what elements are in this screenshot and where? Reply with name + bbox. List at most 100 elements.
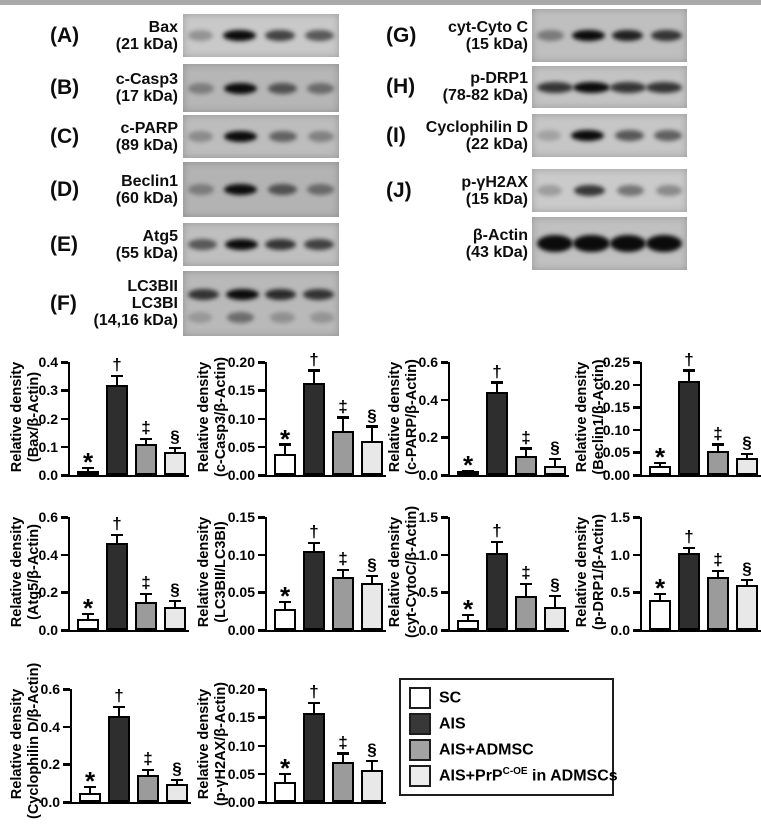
y-tick-label: 1.5: [610, 509, 630, 525]
bar-sc: [274, 454, 296, 475]
band-row: [188, 82, 334, 94]
significance-asterisk: *: [279, 580, 291, 611]
error-bar-cap: [520, 447, 532, 450]
error-bar-cap: [741, 578, 753, 582]
error-bar-cap: [366, 425, 378, 428]
error-bar: [88, 787, 92, 793]
error-bar-cap: [140, 437, 152, 440]
blot-label-h: p-DRP1 (78-82 kDa): [424, 70, 528, 104]
error-bar-cap: [462, 613, 474, 616]
band-row: [188, 312, 334, 324]
y-tick-mark: [61, 389, 68, 392]
panel-letter-g: (G): [386, 23, 417, 47]
blot-label-line: (15 kDa): [465, 35, 528, 53]
error-bar-cap: [654, 461, 666, 464]
blot-label-j: p-γH2AX (15 kDa): [424, 174, 528, 208]
blot-label-line: cyt-Cyto C: [447, 18, 528, 36]
blot-label-line: p-γH2AX: [461, 173, 528, 191]
protein-band: [224, 239, 258, 250]
y-tick-label: 0.2: [38, 410, 58, 427]
legend-item-ais-prpc-oe: AIS+PrPC-OE in ADMSCs: [409, 765, 618, 787]
error-bar: [370, 427, 374, 442]
error-bar-cap: [169, 599, 181, 602]
y-tick-label: 0.15: [227, 382, 255, 399]
protein-band: [268, 131, 297, 142]
error-bar-cap: [549, 594, 561, 597]
significance-section: §: [172, 759, 182, 779]
protein-band: [188, 312, 212, 324]
protein-band: [614, 130, 644, 141]
protein-band: [265, 239, 297, 250]
error-bar: [312, 371, 316, 384]
blot-label-line: c-PARP: [120, 119, 179, 137]
blot-image-g: [532, 9, 687, 62]
blot-label-line: (17 kDa): [115, 88, 178, 105]
blot-image-i: [532, 114, 687, 157]
protein-band: [304, 30, 334, 41]
bar-chart-atg5: Relative density (Atg5/β-Actin) * † ‡ § 0.0 0.2…: [5, 497, 193, 649]
group-legend: SC AIS AIS+ADMSC AIS+PrPC-OE in ADMSCs: [399, 678, 618, 796]
error-bar: [495, 543, 499, 554]
bar-ais: [678, 381, 700, 475]
y-tick-mark: [441, 398, 448, 402]
panel-letter-d: (D): [50, 177, 80, 201]
y-tick-label: 0.15: [227, 709, 255, 726]
y-tick-label: 0.4: [38, 354, 58, 370]
band-row: [188, 184, 334, 195]
significance-asterisk: *: [84, 765, 96, 796]
blot-label-line: LC3BI: [131, 295, 178, 312]
plot-area: * † ‡ §: [640, 517, 761, 632]
protein-band: [267, 82, 297, 94]
y-tick-mark: [441, 629, 448, 632]
error-bar-cap: [549, 458, 561, 461]
significance-dagger: †: [309, 522, 319, 542]
panel-letter-f: (F): [50, 291, 77, 315]
y-tick-mark: [633, 428, 640, 432]
protein-band: [572, 81, 611, 93]
error-bar: [115, 376, 119, 385]
protein-band: [224, 184, 258, 195]
bar-sc: [457, 620, 479, 630]
protein-band: [656, 185, 682, 196]
blot-image-e: [183, 223, 339, 266]
significance-double-dagger: ‡: [713, 423, 723, 443]
error-bar-cap: [82, 466, 94, 470]
error-bar-cap: [741, 452, 753, 456]
bar-chart-p-yh2ax: Relative density (p-γH2AX/β-Actin) * † ‡ § 0.0…: [192, 669, 386, 821]
blot-label-line: (43 kDa): [465, 243, 528, 261]
bar-ais-prpc-oe: [166, 784, 188, 802]
error-bar-cap: [171, 779, 183, 782]
error-bar-cap: [683, 369, 695, 372]
error-bar-cap: [308, 369, 320, 372]
y-tick-mark: [63, 725, 70, 729]
blot-label-a: Bax (21 kDa): [88, 19, 178, 53]
blot-label-line: (14,16 kDa): [93, 312, 179, 329]
error-bar-cap: [84, 785, 96, 788]
blot-label-line: Cyclophilin D: [425, 118, 528, 136]
error-bar-cap: [308, 701, 320, 704]
error-bar-cap: [111, 374, 123, 377]
blot-label-line: β-Actin: [472, 226, 528, 244]
y-tick-label: 0.4: [40, 718, 60, 735]
blot-label-line: Beclin1: [121, 172, 178, 190]
error-bar: [466, 615, 470, 621]
blot-label-b: c-Casp3 (17 kDa): [88, 71, 178, 105]
bar-chart-lc3b-ratio: Relative density (LC3BII/LC3BI) * † ‡ § 0.00 0.…: [192, 497, 386, 649]
significance-asterisk: *: [462, 449, 474, 480]
bar-ais: [108, 716, 130, 802]
error-bar: [312, 544, 316, 551]
significance-section: §: [742, 433, 752, 453]
bar-ais-admsc: [515, 456, 537, 475]
error-bar: [524, 449, 528, 457]
y-tick-label: 0.05: [227, 584, 255, 601]
bar-ais-admsc: [707, 451, 729, 475]
error-bar: [312, 703, 316, 713]
y-tick-label: 0.10: [602, 421, 630, 438]
error-bar: [745, 581, 749, 585]
protein-band: [306, 82, 334, 94]
y-tick-mark: [61, 591, 68, 594]
bar-ais-prpc-oe: [736, 457, 758, 475]
significance-double-dagger: ‡: [338, 732, 348, 752]
y-tick-mark: [258, 629, 265, 632]
protein-band: [571, 130, 605, 141]
